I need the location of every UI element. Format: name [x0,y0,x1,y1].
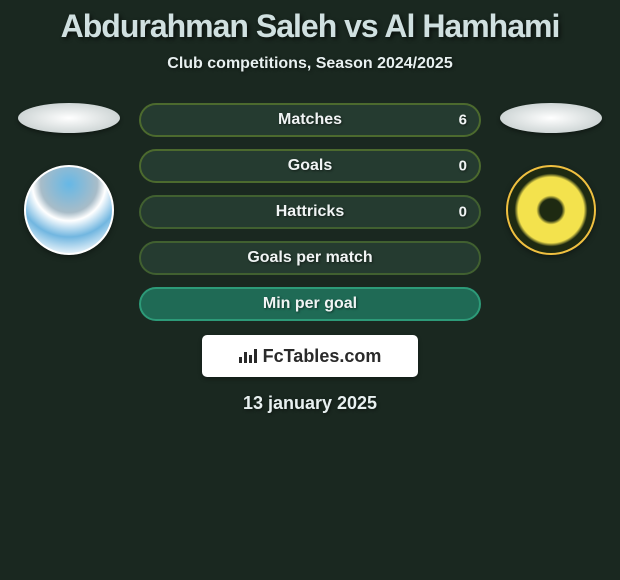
page-subtitle: Club competitions, Season 2024/2025 [0,55,620,73]
comparison-card: Abdurahman Saleh vs Al Hamhami Club comp… [0,0,620,414]
metric-value-right: 0 [459,158,467,175]
metric-row: Goals per match [139,241,481,275]
metrics-list: Matches 6 Goals 0 Hattricks 0 Goals per match M… [139,103,481,321]
brand-attribution[interactable]: FcTables.com [202,335,418,377]
metric-row: Min per goal [139,287,481,321]
metric-label: Matches [278,111,342,129]
metric-label: Hattricks [276,203,344,221]
metric-label: Goals [288,157,332,175]
player-right-column [495,103,607,255]
metric-row: Hattricks 0 [139,195,481,229]
club-badge-left-icon [24,165,114,255]
metric-label: Goals per match [247,249,372,267]
metric-row: Matches 6 [139,103,481,137]
page-title: Abdurahman Saleh vs Al Hamhami [0,8,620,45]
metric-value-right: 6 [459,112,467,129]
comparison-body: Matches 6 Goals 0 Hattricks 0 Goals per match M… [0,103,620,321]
generation-date: 13 january 2025 [0,393,620,414]
metric-label: Min per goal [263,295,357,313]
bar-chart-icon [239,349,257,363]
metric-value-right: 0 [459,204,467,221]
club-badge-right-icon [506,165,596,255]
brand-label: FcTables.com [263,346,382,367]
player-left-silhouette [18,103,120,133]
player-left-column [13,103,125,255]
player-right-silhouette [500,103,602,133]
metric-row: Goals 0 [139,149,481,183]
